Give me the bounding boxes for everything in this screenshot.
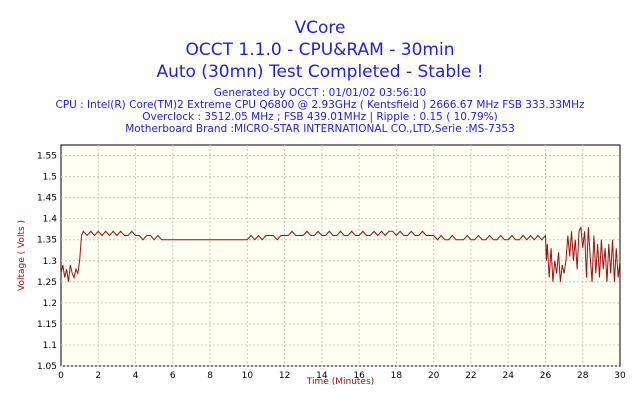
y-tick-label: 1.4 bbox=[43, 215, 58, 225]
y-tick-label: 1.1 bbox=[43, 341, 57, 351]
vcore-series-line bbox=[60, 226, 621, 282]
chart-subtitle-test: OCCT 1.1.0 - CPU&RAM - 30min bbox=[185, 40, 455, 60]
x-tick-label: 8 bbox=[207, 371, 213, 381]
x-tick-label: 26 bbox=[540, 371, 552, 381]
y-tick-label: 1.25 bbox=[37, 278, 57, 288]
y-tick-label: 1.35 bbox=[37, 236, 57, 246]
x-tick-label: 22 bbox=[465, 371, 476, 381]
y-tick-label: 1.5 bbox=[43, 173, 57, 183]
x-tick-label: 24 bbox=[502, 371, 514, 381]
x-tick-label: 12 bbox=[279, 371, 290, 381]
x-tick-label: 20 bbox=[428, 371, 440, 381]
x-tick-label: 28 bbox=[577, 371, 589, 381]
x-tick-label: 10 bbox=[242, 371, 254, 381]
info-cpu: CPU : Intel(R) Core(TM)2 Extreme CPU Q68… bbox=[55, 99, 585, 111]
y-tick-label: 1.2 bbox=[43, 299, 57, 309]
y-tick-label: 1.45 bbox=[37, 194, 57, 204]
y-tick-label: 1.3 bbox=[43, 257, 57, 267]
y-tick-label: 1.15 bbox=[37, 320, 57, 330]
x-tick-label: 4 bbox=[133, 371, 139, 381]
x-tick-label: 18 bbox=[391, 371, 403, 381]
y-tick-label: 1.55 bbox=[37, 152, 57, 162]
x-tick-label: 30 bbox=[614, 371, 626, 381]
y-tick-label: 1.05 bbox=[37, 362, 57, 372]
y-axis-label: Voltage ( Volts ) bbox=[17, 220, 27, 291]
chart-title: VCore bbox=[294, 18, 346, 38]
info-overclock: Overclock : 3512.05 MHz ; FSB 439.01MHz … bbox=[142, 111, 498, 123]
x-tick-label: 2 bbox=[95, 371, 101, 381]
grid-horizontal bbox=[61, 155, 620, 367]
chart-subtitle-status: Auto (30mn) Test Completed - Stable ! bbox=[156, 62, 484, 82]
plot-area bbox=[60, 144, 621, 367]
x-axis-label: Time (Minutes) bbox=[306, 377, 374, 387]
x-tick-label: 14 bbox=[316, 371, 328, 381]
x-tick-label: 0 bbox=[58, 371, 64, 381]
x-tick-label: 6 bbox=[170, 371, 176, 381]
info-motherboard: Motherboard Brand :MICRO-STAR INTERNATIO… bbox=[125, 123, 515, 135]
info-generated: Generated by OCCT : 01/01/02 03:56:10 bbox=[213, 87, 427, 99]
x-tick-label: 16 bbox=[353, 371, 365, 381]
grid-vertical bbox=[97, 145, 584, 366]
axis-ticks: 0 2 4 6 8 10 12 14 16 18 20 22 24 26 28 301.051.11.151.… bbox=[37, 152, 626, 381]
